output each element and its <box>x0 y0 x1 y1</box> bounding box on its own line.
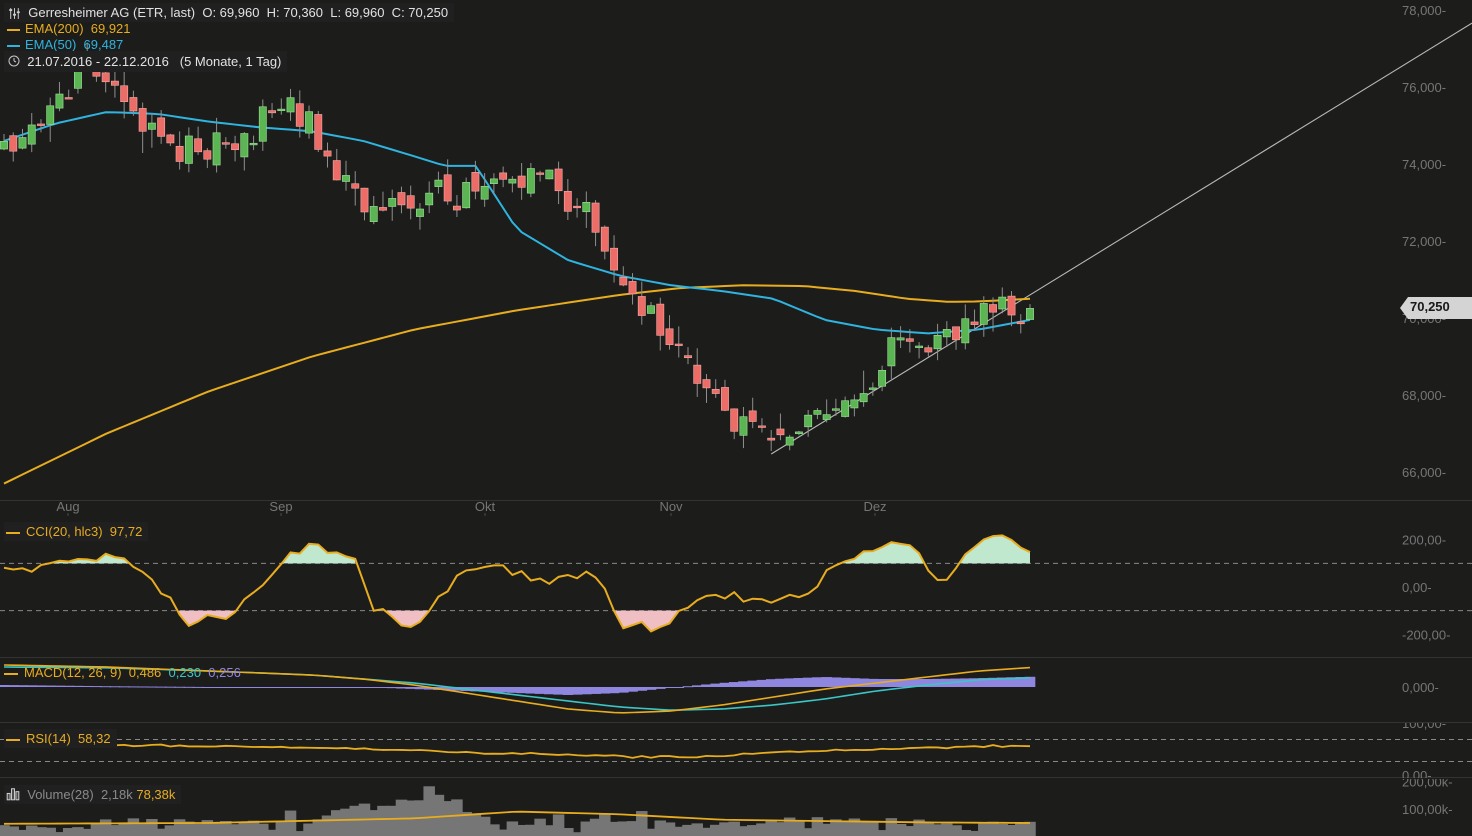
svg-text:66,000-: 66,000- <box>1402 465 1446 480</box>
svg-text:Okt: Okt <box>475 500 496 514</box>
svg-text:68,000-: 68,000- <box>1402 388 1446 403</box>
svg-text:200,00-: 200,00- <box>1402 533 1446 548</box>
svg-text:100,00-: 100,00- <box>1402 723 1446 731</box>
svg-text:0,000-: 0,000- <box>1402 680 1439 695</box>
svg-text:Dez: Dez <box>863 500 886 514</box>
svg-text:Sep: Sep <box>269 500 292 514</box>
svg-text:74,000-: 74,000- <box>1402 157 1446 172</box>
svg-text:78,000-: 78,000- <box>1402 3 1446 18</box>
svg-text:200,00k-: 200,00k- <box>1402 779 1453 790</box>
svg-text:100,00k-: 100,00k- <box>1402 802 1453 817</box>
svg-text:Nov: Nov <box>659 500 683 514</box>
svg-text:0,00-: 0,00- <box>1402 768 1432 778</box>
svg-text:0,00-: 0,00- <box>1402 580 1432 595</box>
svg-text:-200,00-: -200,00- <box>1402 627 1450 642</box>
svg-text:Aug: Aug <box>56 500 79 514</box>
svg-text:72,000-: 72,000- <box>1402 234 1446 249</box>
svg-text:76,000-: 76,000- <box>1402 80 1446 95</box>
